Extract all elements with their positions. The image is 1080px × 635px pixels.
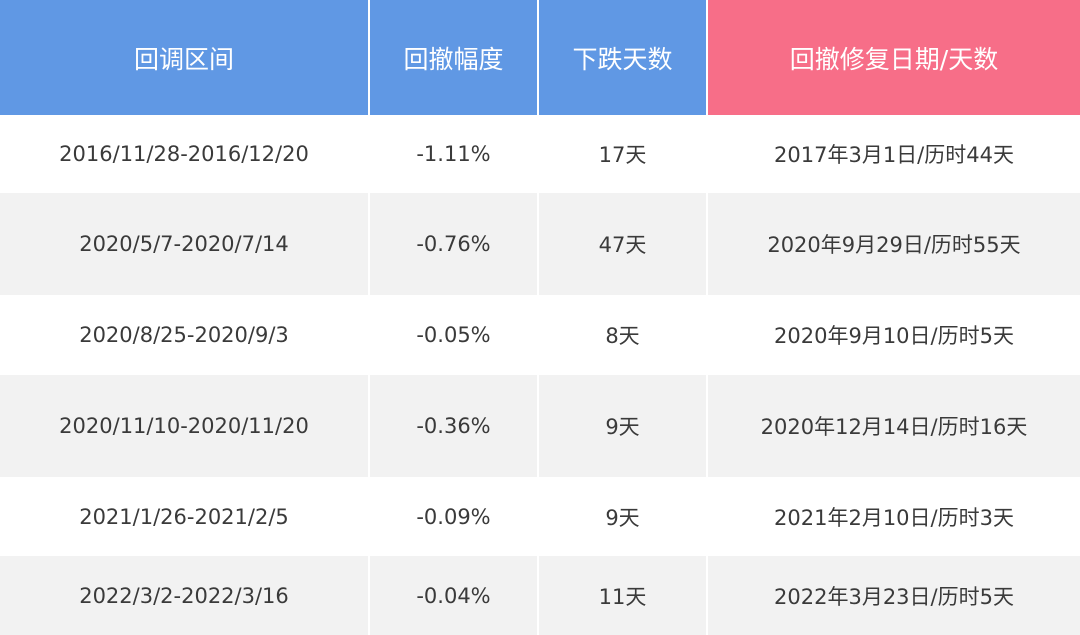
cell-period: 2020/11/10-2020/11/20 — [0, 375, 369, 477]
cell-recovery: 2017年3月1日/历时44天 — [706, 115, 1080, 193]
cell-drawdown: -0.36% — [368, 375, 538, 477]
cell-period: 2021/1/26-2021/2/5 — [0, 477, 369, 556]
cell-period: 2022/3/2-2022/3/16 — [0, 556, 369, 635]
cell-decline-days: 9天 — [537, 477, 707, 556]
cell-drawdown: -0.05% — [368, 295, 538, 375]
header-recovery: 回撤修复日期/天数 — [706, 0, 1080, 115]
table-row: 2020/8/25-2020/9/3 -0.05% 8天 2020年9月10日/历时5… — [0, 295, 1080, 375]
cell-recovery: 2020年9月10日/历时5天 — [706, 295, 1080, 375]
cell-recovery: 2022年3月23日/历时5天 — [706, 556, 1080, 635]
table-row: 2016/11/28-2016/12/20 -1.11% 17天 2017年3月1日/… — [0, 115, 1080, 193]
table-row: 2021/1/26-2021/2/5 -0.09% 9天 2021年2月10日/历时3… — [0, 477, 1080, 556]
cell-recovery: 2020年9月29日/历时55天 — [706, 193, 1080, 295]
header-drawdown: 回撤幅度 — [368, 0, 538, 115]
cell-recovery: 2021年2月10日/历时3天 — [706, 477, 1080, 556]
header-decline-days: 下跌天数 — [537, 0, 707, 115]
cell-recovery: 2020年12月14日/历时16天 — [706, 375, 1080, 477]
cell-decline-days: 47天 — [537, 193, 707, 295]
cell-drawdown: -0.09% — [368, 477, 538, 556]
cell-drawdown: -1.11% — [368, 115, 538, 193]
cell-drawdown: -0.04% — [368, 556, 538, 635]
header-row: 回调区间 回撤幅度 下跌天数 回撤修复日期/天数 — [0, 0, 1080, 115]
header-period: 回调区间 — [0, 0, 369, 115]
cell-decline-days: 11天 — [537, 556, 707, 635]
cell-drawdown: -0.76% — [368, 193, 538, 295]
cell-period: 2020/5/7-2020/7/14 — [0, 193, 369, 295]
cell-period: 2020/8/25-2020/9/3 — [0, 295, 369, 375]
cell-decline-days: 17天 — [537, 115, 707, 193]
cell-decline-days: 8天 — [537, 295, 707, 375]
cell-decline-days: 9天 — [537, 375, 707, 477]
table-row: 2022/3/2-2022/3/16 -0.04% 11天 2022年3月23日/历时… — [0, 556, 1080, 635]
cell-period: 2016/11/28-2016/12/20 — [0, 115, 369, 193]
table-row: 2020/11/10-2020/11/20 -0.36% 9天 2020年12月14日… — [0, 375, 1080, 477]
table-row: 2020/5/7-2020/7/14 -0.76% 47天 2020年9月29日/历时… — [0, 193, 1080, 295]
